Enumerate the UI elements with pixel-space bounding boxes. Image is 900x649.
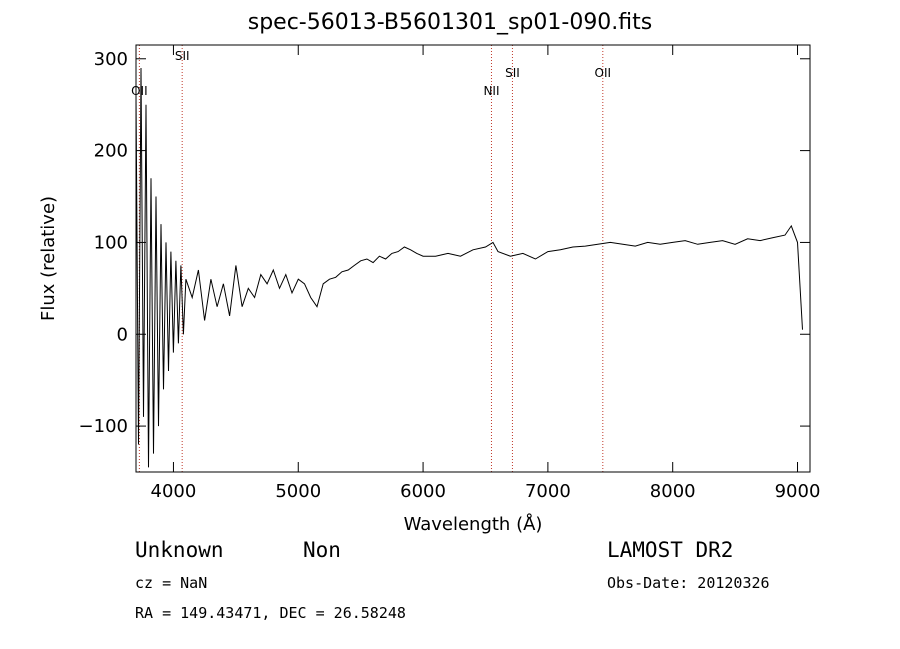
x-tick-label-1: 5000: [275, 481, 321, 502]
subclass-label: Non: [303, 538, 341, 562]
x-tick-label-0: 4000: [151, 481, 197, 502]
marker-label-0: OII: [131, 84, 148, 98]
x-tick-label-5: 9000: [775, 481, 821, 502]
x-tick-label-2: 6000: [400, 481, 446, 502]
cz-value: cz = NaN: [135, 574, 208, 592]
marker-label-1: SII: [175, 49, 190, 63]
class-label: Unknown: [135, 538, 224, 562]
y-tick-label-1: 0: [117, 324, 128, 345]
marker-label-4: OII: [595, 66, 612, 80]
marker-label-2: NII: [483, 84, 499, 98]
spectrum-plot: 4000 5000 6000 7000 8000 9000−1000100200300OI…: [38, 44, 821, 535]
marker-label-3: SII: [505, 66, 520, 80]
x-tick-label-4: 8000: [650, 481, 696, 502]
coordinates: RA = 149.43471, DEC = 26.58248: [135, 604, 406, 622]
plot-frame: [135, 44, 811, 473]
y-axis-label: Flux (relative): [38, 196, 59, 321]
y-tick-label-3: 200: [94, 141, 128, 162]
x-axis-label: Wavelength (Å): [404, 513, 543, 535]
obs-date: Obs-Date: 20120326: [607, 574, 770, 592]
y-tick-label-4: 300: [94, 49, 128, 70]
spectrum-line: [135, 67, 803, 468]
x-tick-label-3: 7000: [525, 481, 571, 502]
y-tick-label-0: −100: [79, 416, 128, 437]
survey-label: LAMOST DR2: [607, 538, 734, 562]
chart-title: spec-56013-B5601301_sp01-090.fits: [247, 10, 653, 35]
y-tick-label-2: 100: [94, 232, 128, 253]
